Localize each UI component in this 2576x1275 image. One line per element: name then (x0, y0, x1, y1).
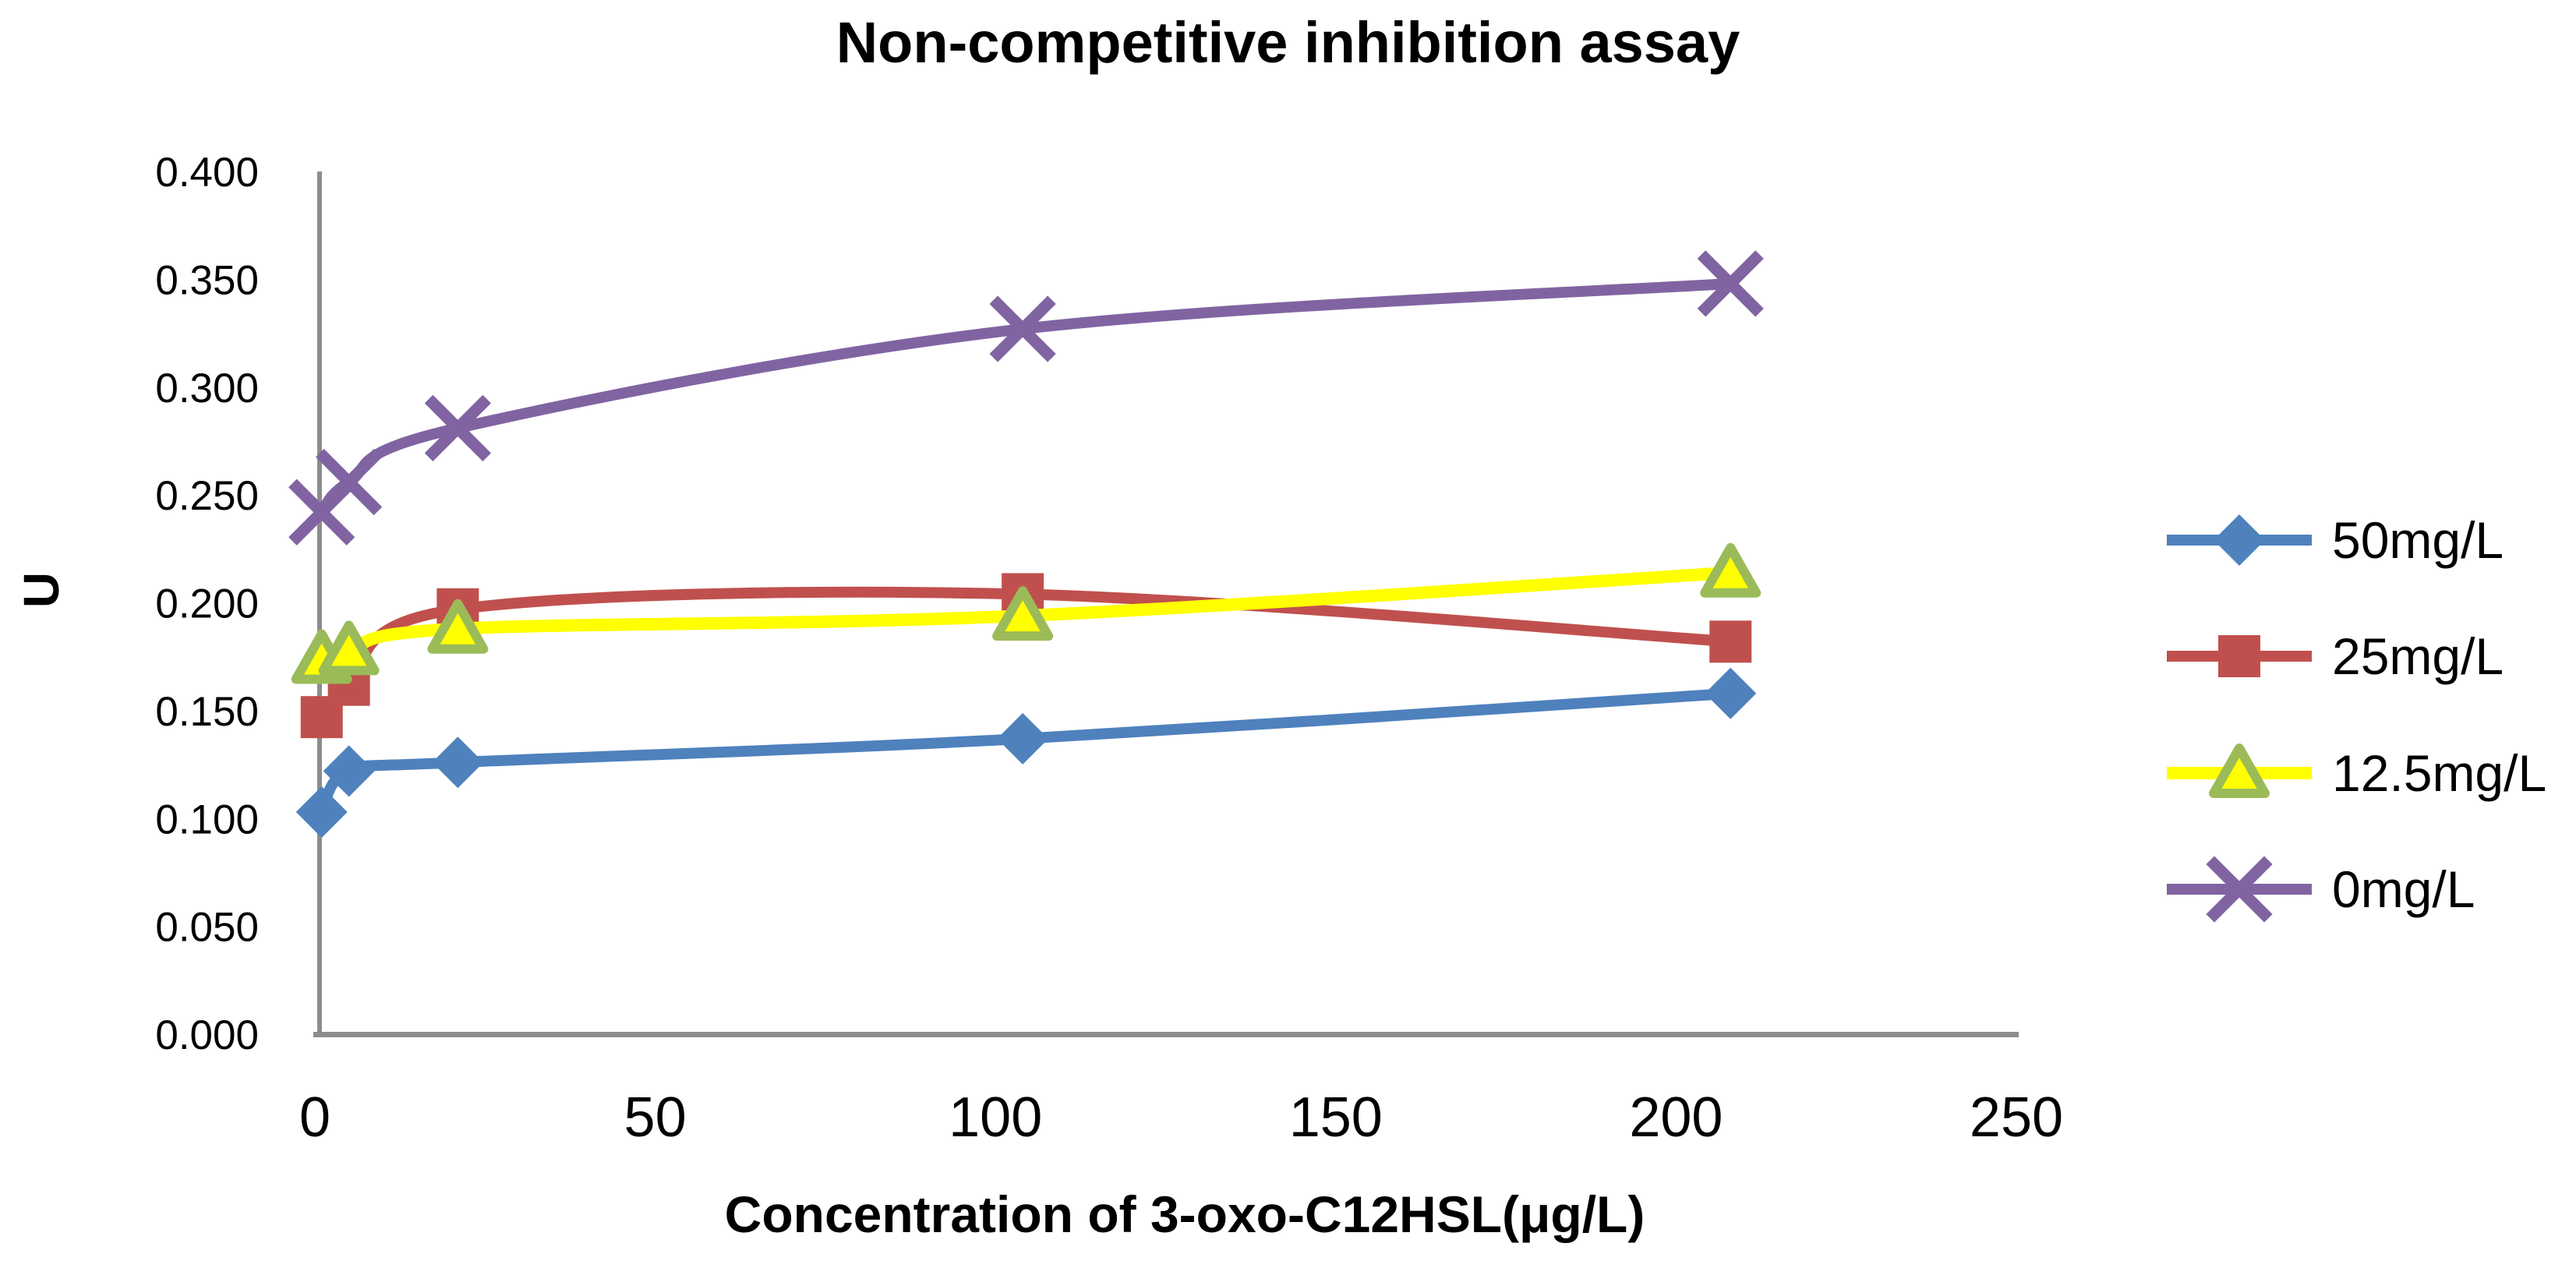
diamond-marker-icon (997, 712, 1049, 765)
x-marker-icon (1697, 250, 1764, 317)
y-tick-label: 0.200 (155, 581, 259, 627)
diamond-marker-icon (295, 786, 348, 838)
diamond-marker-icon (1705, 667, 1757, 719)
square-marker-icon (1709, 620, 1752, 663)
y-tick-label: 0.350 (155, 257, 259, 303)
x-tick-label: 200 (1629, 1086, 1723, 1149)
x-tick-label: 250 (1970, 1086, 2063, 1149)
x-marker-icon (424, 394, 491, 461)
y-tick-label: 0.100 (155, 796, 259, 842)
y-tick-label: 0.050 (155, 905, 259, 951)
x-tick-label: 0 (299, 1086, 330, 1149)
triangle-marker-icon (992, 586, 1054, 641)
x-tick-label: 150 (1289, 1086, 1383, 1149)
y-tick-label: 0.150 (155, 689, 259, 735)
diamond-marker-icon (323, 745, 375, 797)
chart-title: Non-competitive inhibition assay (836, 10, 1740, 75)
x-marker-icon (316, 448, 383, 516)
x-axis-line (313, 1032, 2019, 1037)
x-tick-label: 50 (624, 1086, 687, 1149)
diamond-marker-icon (432, 736, 484, 789)
triangle-marker-icon (427, 599, 489, 654)
y-tick-label: 0.300 (155, 366, 259, 411)
triangle-marker-icon (1700, 542, 1762, 598)
x-marker-icon (989, 295, 1056, 362)
y-axis-line (317, 171, 322, 1037)
x-axis-title: Concentration of 3-oxo-C12HSL(μg/L) (724, 1185, 1645, 1243)
y-tick-label: 0.250 (155, 473, 259, 519)
y-tick-label: 0.400 (155, 150, 259, 196)
triangle-marker-icon (318, 620, 380, 676)
x-tick-label: 100 (949, 1086, 1042, 1149)
y-tick-label: 0.000 (155, 1012, 259, 1058)
